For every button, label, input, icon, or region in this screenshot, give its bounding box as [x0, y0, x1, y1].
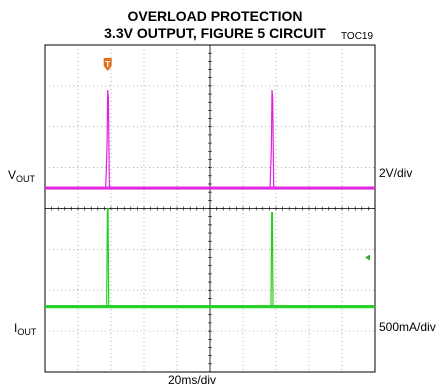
- ground-marker-icon: [365, 254, 370, 261]
- vout-label-main: V: [8, 168, 17, 182]
- trace-vout: [45, 89, 375, 189]
- iout-scale-label: 500mA/div: [379, 320, 436, 334]
- figure-id: TOC19: [341, 31, 374, 42]
- chart-title: OVERLOAD PROTECTION: [127, 8, 303, 24]
- trace-iout: [45, 207, 375, 308]
- vout-label-sub: OUT: [16, 174, 36, 184]
- scope-traces: [45, 89, 375, 309]
- iout-label: IOUT: [14, 321, 36, 337]
- iout-label-sub: OUT: [17, 327, 37, 337]
- trigger-marker-label: T: [105, 60, 110, 69]
- vout-scale-label: 2V/div: [379, 166, 413, 180]
- scope-markers: T: [103, 58, 370, 261]
- trigger-marker: [103, 58, 112, 71]
- x-scale-label: 20ms/div: [168, 373, 217, 387]
- iout-label-main: I: [14, 321, 18, 335]
- scope-grid: [44, 44, 376, 373]
- chart-subtitle: 3.3V OUTPUT, FIGURE 5 CIRCUIT: [104, 25, 326, 41]
- vout-label: VOUT: [8, 168, 35, 184]
